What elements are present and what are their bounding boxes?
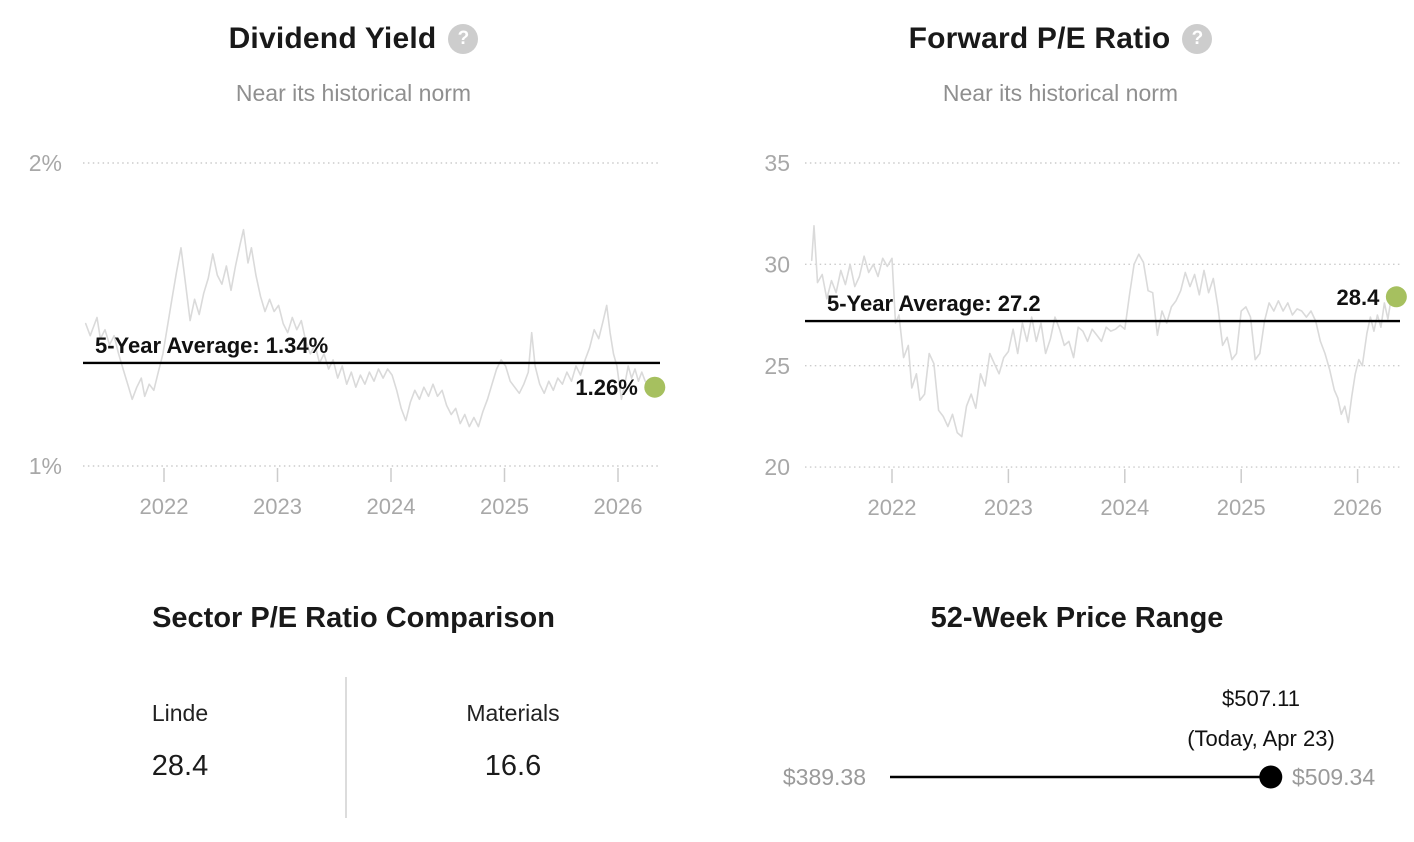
forward-pe-title: Forward P/E Ratio — [908, 22, 1171, 55]
price-range-slider — [890, 765, 1283, 789]
x-axis-label: 2024 — [1100, 495, 1149, 520]
x-axis-label: 2023 — [984, 495, 1033, 520]
x-axis-label: 2022 — [868, 495, 917, 520]
x-axis-label: 2025 — [1217, 495, 1266, 520]
current-price-dot — [1259, 765, 1283, 789]
series-line — [810, 225, 1393, 438]
price-range-high-label: $509.34 — [1292, 764, 1376, 790]
x-axis-label: 2026 — [1333, 495, 1382, 520]
dividend-yield-title: Dividend Yield — [228, 22, 437, 55]
sector-company-label: Linde — [151, 700, 209, 726]
price-range-current-value: $507.11 — [1222, 686, 1300, 711]
x-axis-label: 2023 — [253, 494, 302, 519]
dividend-yield-header: Dividend Yield ? — [0, 22, 707, 56]
current-value-dot — [1385, 286, 1407, 308]
price-range-current-date: (Today, Apr 23) — [1187, 726, 1335, 751]
average-label: 5-Year Average: 1.34% — [95, 333, 328, 358]
price-range-title: 52-Week Price Range — [930, 602, 1224, 634]
x-axis-label: 2022 — [140, 494, 189, 519]
sector-company-value: 28.4 — [151, 750, 209, 782]
question-mark-glyph: ? — [1191, 28, 1204, 49]
current-value-dot — [644, 376, 666, 398]
forward-pe-subtitle: Near its historical norm — [942, 80, 1179, 106]
x-axis-label: 2026 — [594, 494, 643, 519]
price-range-low-label: $389.38 — [782, 764, 866, 790]
x-axis-label: 2025 — [480, 494, 529, 519]
y-axis-label: 35 — [764, 150, 790, 176]
average-label: 5-Year Average: 27.2 — [827, 291, 1041, 316]
sector-pe-comparison-title: Sector P/E Ratio Comparison — [152, 602, 555, 634]
sector-comparison-divider — [345, 677, 347, 818]
y-axis-label: 20 — [764, 454, 790, 480]
x-axis-label: 2024 — [367, 494, 416, 519]
y-axis-label: 2% — [29, 150, 62, 176]
y-axis-label: 30 — [764, 251, 790, 277]
current-value-label: 1.26% — [575, 375, 637, 400]
question-mark-icon[interactable]: ? — [448, 24, 479, 54]
forward-pe-header: Forward P/E Ratio ? — [707, 22, 1414, 56]
y-axis-label: 25 — [764, 353, 790, 379]
series-line — [84, 228, 651, 428]
forward-pe-chart: 35 30 25 20 2022 2023 2024 2025 2026 5-Year Avera… — [764, 150, 1407, 520]
current-value-label: 28.4 — [1337, 285, 1381, 310]
question-mark-icon[interactable]: ? — [1182, 24, 1213, 54]
dividend-yield-subtitle: Near its historical norm — [235, 80, 472, 106]
sector-industry-value: 16.6 — [484, 750, 542, 782]
dividend-yield-chart: 2% 1% 2022 2023 2024 2025 2026 5-Year Average: … — [29, 150, 666, 519]
question-mark-glyph: ? — [457, 28, 470, 49]
sector-industry-label: Materials — [466, 700, 560, 726]
y-axis-label: 1% — [29, 453, 62, 479]
